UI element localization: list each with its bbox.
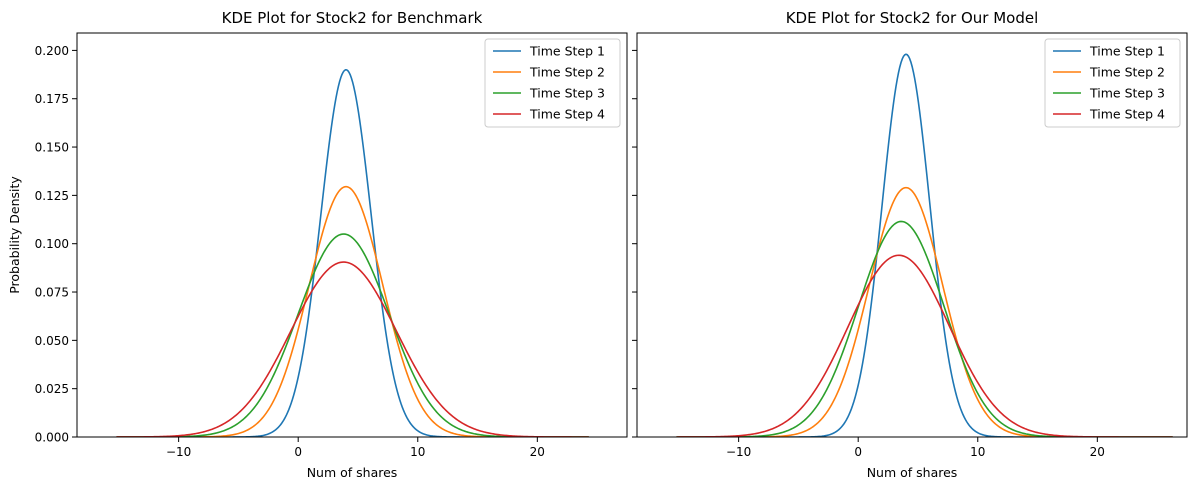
y-tick-label: 0.025 [35, 382, 69, 396]
x-tick-label: 20 [530, 445, 545, 459]
chart-title: KDE Plot for Stock2 for Benchmark [222, 9, 483, 27]
y-tick-label: 0.125 [35, 189, 69, 203]
plot-area-frame [76, 32, 628, 438]
series-line-time-step-1 [676, 53, 1173, 437]
x-tick-label: 0 [854, 445, 862, 459]
legend-box [1044, 38, 1181, 128]
series-line-time-step-4 [116, 261, 589, 437]
legend-label: Time Step 3 [529, 86, 605, 101]
legend-box [484, 38, 621, 128]
legend: Time Step 1 Time Step 2 Time Step 3 Time St… [1044, 38, 1181, 128]
legend-label: Time Step 3 [1089, 86, 1165, 101]
y-tick-label: 0.050 [35, 334, 69, 348]
chart-title: KDE Plot for Stock2 for Our Model [786, 9, 1039, 27]
legend: Time Step 1 Time Step 2 Time Step 3 Time St… [484, 38, 621, 128]
y-tick-label: 0.075 [35, 286, 69, 300]
subplot-1: KDE Plot for Stock2 for Benchmark −10 0 10 2… [7, 9, 628, 480]
legend-label: Time Step 2 [529, 65, 605, 80]
legend-label: Time Step 2 [1089, 65, 1165, 80]
x-tick-label: 10 [410, 445, 425, 459]
y-tick-label: 0.175 [35, 92, 69, 106]
legend-label: Time Step 4 [529, 107, 605, 122]
x-axis-label: Num of shares [307, 465, 398, 480]
x-tick-label: −10 [726, 445, 751, 459]
y-tick-label: 0.000 [35, 431, 69, 445]
x-tick-label: 20 [1090, 445, 1105, 459]
series-line-time-step-1 [116, 68, 589, 437]
legend-label: Time Step 1 [529, 44, 605, 59]
plot-area-frame [636, 32, 1188, 438]
legend-label: Time Step 4 [1089, 107, 1165, 122]
y-tick-label: 0.100 [35, 237, 69, 251]
x-tick-label: 10 [970, 445, 985, 459]
x-tick-label: 0 [294, 445, 302, 459]
legend-label: Time Step 1 [1089, 44, 1165, 59]
subplot-2: KDE Plot for Stock2 for Our Model −10 0 10 2… [632, 9, 1188, 480]
y-axis-label: Probability Density [7, 176, 22, 294]
x-axis-label: Num of shares [867, 465, 958, 480]
y-tick-label: 0.150 [35, 141, 69, 155]
x-tick-label: −10 [166, 445, 191, 459]
y-tick-label: 0.200 [35, 44, 69, 58]
